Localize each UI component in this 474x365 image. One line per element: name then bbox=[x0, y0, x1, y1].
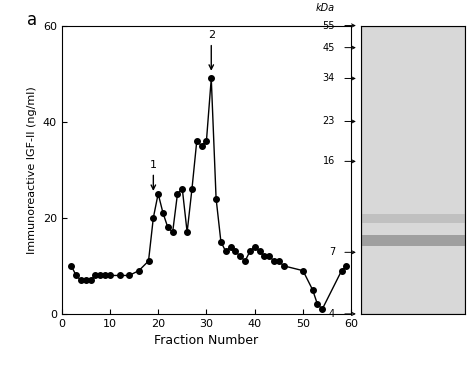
Text: 45: 45 bbox=[323, 43, 335, 53]
Text: 23: 23 bbox=[323, 116, 335, 126]
Text: 55: 55 bbox=[322, 20, 335, 31]
Text: 16: 16 bbox=[323, 156, 335, 166]
Text: 34: 34 bbox=[323, 73, 335, 84]
Text: 1: 1 bbox=[150, 160, 157, 189]
Text: 4: 4 bbox=[329, 309, 335, 319]
Bar bbox=[361, 235, 465, 246]
Text: a: a bbox=[27, 11, 37, 29]
Text: 7: 7 bbox=[329, 247, 335, 257]
Text: 2: 2 bbox=[208, 30, 215, 69]
Y-axis label: Immunoreactive IGF-II (ng/ml): Immunoreactive IGF-II (ng/ml) bbox=[27, 86, 37, 254]
Text: b: b bbox=[408, 0, 418, 3]
X-axis label: Fraction Number: Fraction Number bbox=[155, 334, 258, 347]
Bar bbox=[361, 214, 465, 223]
Text: kDa: kDa bbox=[316, 3, 335, 13]
FancyBboxPatch shape bbox=[361, 26, 465, 314]
